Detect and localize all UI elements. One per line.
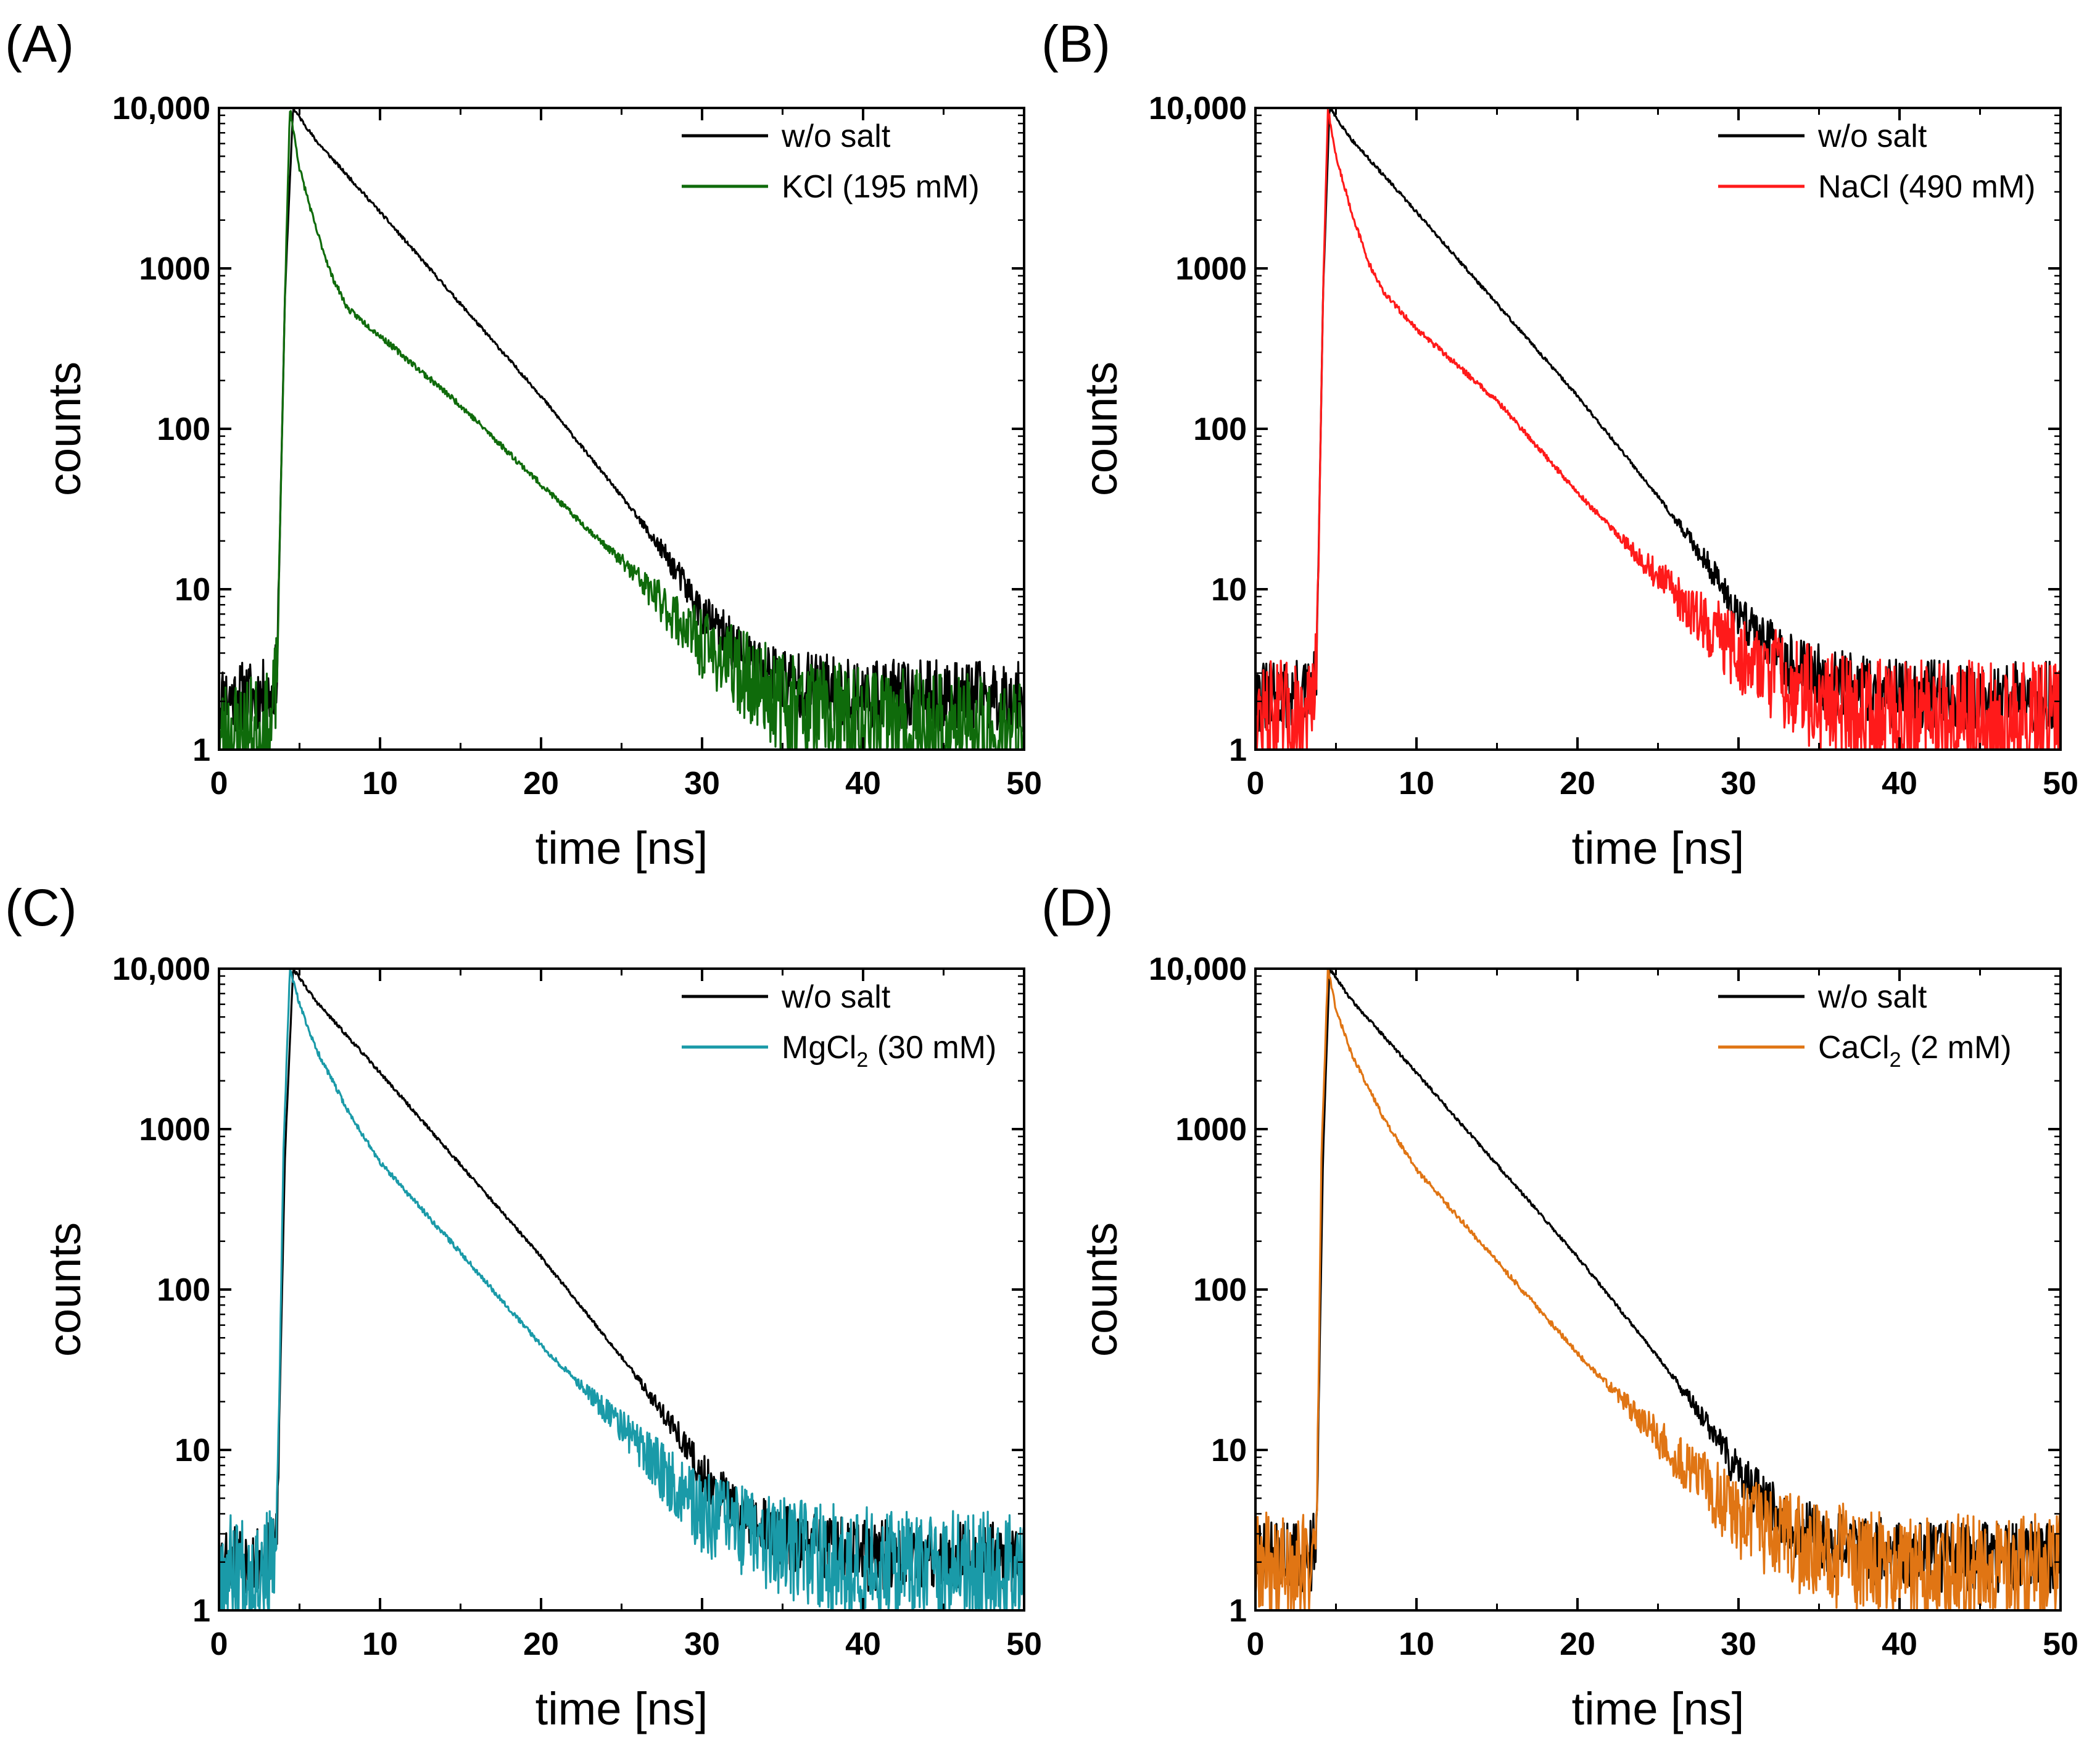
chart-panel: (C) 0 10 20 30 40 50 1 10 100 1000 10,000 time [ns] c… <box>5 879 1042 1734</box>
panel-label: (A) <box>5 15 74 73</box>
x-axis-title: time [ns] <box>1572 822 1745 874</box>
y-tick-label: 1000 <box>1175 1112 1247 1148</box>
x-tick-label: 50 <box>1006 1626 1042 1662</box>
x-tick-label: 0 <box>210 766 228 801</box>
x-tick-label: 50 <box>2043 1626 2078 1662</box>
y-tick-label: 10 <box>1211 572 1247 608</box>
x-tick-label: 0 <box>210 1626 228 1662</box>
y-tick-label: 100 <box>1193 412 1247 447</box>
x-tick-label: 30 <box>684 766 720 801</box>
x-tick-label: 20 <box>523 1626 559 1662</box>
x-tick-label: 20 <box>1560 1626 1595 1662</box>
y-tick-label: 1000 <box>139 1112 210 1148</box>
y-tick-label: 1 <box>1229 732 1247 768</box>
legend-label: w/o salt <box>781 979 891 1015</box>
y-tick-label: 1000 <box>139 251 210 287</box>
x-tick-label: 30 <box>1721 766 1756 801</box>
chart-panel: (D) 0 10 20 30 40 50 1 10 100 1000 10,000 time [ns] c… <box>1041 879 2078 1734</box>
legend-label-tail: (30 mM) <box>868 1030 996 1066</box>
x-tick-label: 20 <box>523 766 559 801</box>
chart-panel: (A) 0 10 20 30 40 50 1 10 100 1000 10,000 time [ns] c… <box>5 15 1042 874</box>
y-tick-label: 10,000 <box>112 951 210 987</box>
x-tick-label: 40 <box>845 1626 881 1662</box>
x-tick-label: 30 <box>1721 1626 1756 1662</box>
x-tick-label: 10 <box>362 766 398 801</box>
x-tick-label: 50 <box>1006 766 1042 801</box>
legend-label: NaCl (490 mM) <box>1818 169 2036 205</box>
legend-label: KCl (195 mM) <box>782 169 980 205</box>
y-axis-title: counts <box>1075 1222 1127 1357</box>
legend-label-main: w/o salt <box>1817 118 1927 154</box>
y-tick-label: 10 <box>1211 1433 1247 1468</box>
y-tick-label: 10,000 <box>1149 91 1247 126</box>
legend-label-main: MgCl <box>782 1030 856 1066</box>
x-tick-label: 10 <box>1399 1626 1434 1662</box>
legend: w/o salt MgCl2 (30 mM) <box>682 979 996 1072</box>
y-tick-label: 100 <box>157 1272 210 1308</box>
y-tick-label: 1 <box>192 1593 210 1629</box>
legend-label: MgCl2 (30 mM) <box>782 1030 996 1072</box>
x-axis-title: time [ns] <box>1572 1683 1745 1734</box>
legend-label-main: NaCl (490 mM) <box>1818 169 2036 205</box>
y-axis-title: counts <box>1075 362 1127 496</box>
legend-label-main: KCl (195 mM) <box>782 169 980 205</box>
x-axis-title: time [ns] <box>535 822 708 874</box>
x-tick-label: 40 <box>845 766 881 801</box>
y-tick-label: 10 <box>175 1433 210 1468</box>
y-tick-label: 10,000 <box>112 91 210 126</box>
x-axis-title: time [ns] <box>535 1683 708 1734</box>
legend-label: w/o salt <box>1817 979 1927 1015</box>
x-tick-label: 10 <box>362 1626 398 1662</box>
x-tick-label: 50 <box>2043 766 2078 801</box>
y-axis-title: counts <box>39 1222 90 1357</box>
series-line-1 <box>219 110 1024 750</box>
legend-label-subscript: 2 <box>856 1048 868 1072</box>
panel-label: (B) <box>1041 15 1110 73</box>
legend-label-tail: (2 mM) <box>1901 1030 2012 1066</box>
legend-label: w/o salt <box>781 118 891 154</box>
x-tick-label: 0 <box>1247 1626 1265 1662</box>
legend-label: w/o salt <box>1817 118 1927 154</box>
panel-label: (C) <box>5 879 77 937</box>
legend-label-main: CaCl <box>1818 1030 1890 1066</box>
y-tick-label: 100 <box>157 412 210 447</box>
series-line-1 <box>1255 109 2061 750</box>
x-tick-label: 0 <box>1247 766 1265 801</box>
y-tick-label: 1000 <box>1175 251 1247 287</box>
legend: w/o salt CaCl2 (2 mM) <box>1718 979 2012 1072</box>
legend-label: CaCl2 (2 mM) <box>1818 1030 2012 1072</box>
legend-label-main: w/o salt <box>1817 979 1927 1015</box>
x-tick-label: 20 <box>1560 766 1595 801</box>
y-tick-label: 10,000 <box>1149 951 1247 987</box>
legend: w/o salt NaCl (490 mM) <box>1718 118 2036 205</box>
x-tick-label: 10 <box>1399 766 1434 801</box>
y-tick-label: 10 <box>175 572 210 608</box>
legend-label-main: w/o salt <box>781 979 891 1015</box>
x-tick-label: 30 <box>684 1626 720 1662</box>
y-axis-title: counts <box>39 362 90 496</box>
series-line-1 <box>219 969 1024 1610</box>
legend-label-subscript: 2 <box>1890 1048 1901 1072</box>
legend: w/o salt KCl (195 mM) <box>682 118 980 205</box>
panel-label: (D) <box>1041 879 1114 937</box>
legend-label-main: w/o salt <box>781 118 891 154</box>
y-tick-label: 100 <box>1193 1272 1247 1308</box>
y-tick-label: 1 <box>192 732 210 768</box>
x-tick-label: 40 <box>1882 1626 1917 1662</box>
y-tick-label: 1 <box>1229 1593 1247 1629</box>
x-tick-label: 40 <box>1882 766 1917 801</box>
chart-panel: (B) 0 10 20 30 40 50 1 10 100 1000 10,000 time [ns] c… <box>1041 15 2078 874</box>
